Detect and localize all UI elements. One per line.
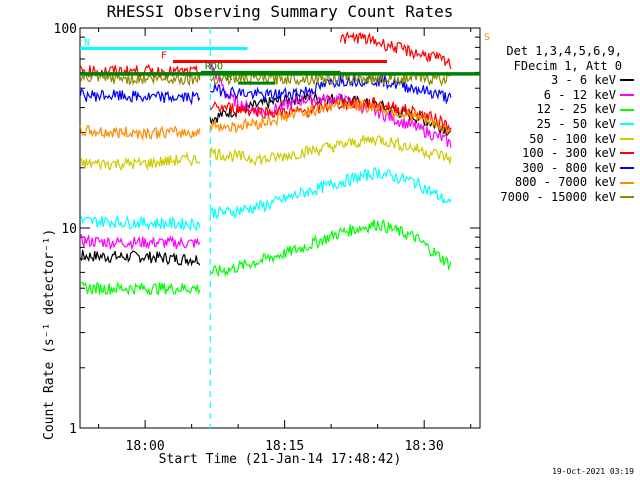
y-tick-label: 1 bbox=[69, 422, 77, 437]
legend-header-line-1: Det 1,3,4,5,6,9, bbox=[506, 44, 622, 58]
legend-swatch bbox=[620, 94, 634, 97]
legend-label: 300 - 800 keV bbox=[522, 160, 616, 175]
y-axis-title: Count Rate (s⁻¹ detector⁻¹) bbox=[42, 228, 57, 440]
tick-labels: 18:00 18:15 18:30 1 10 100 bbox=[54, 22, 444, 454]
legend-entries: 3 - 6 keV 6 - 12 keV 12 - 25 keV 25 - 50 ke… bbox=[484, 73, 634, 204]
legend-label: 7000 - 15000 keV bbox=[500, 189, 616, 204]
legend-swatch bbox=[620, 181, 634, 184]
x-tick-label: 18:30 bbox=[405, 439, 444, 454]
series-300-800-kev bbox=[79, 74, 452, 106]
series-segment bbox=[80, 151, 201, 172]
legend-label: 800 - 7000 keV bbox=[514, 175, 616, 190]
series-25-50-kev bbox=[79, 167, 452, 232]
series-segment bbox=[80, 280, 201, 296]
legend-swatch bbox=[620, 79, 634, 82]
legend-entry: 12 - 25 keV bbox=[484, 102, 634, 117]
series-800-7000-kev bbox=[79, 99, 452, 142]
series-segment bbox=[79, 214, 201, 232]
flag-label: S bbox=[484, 32, 490, 43]
series-segment bbox=[209, 99, 452, 135]
flag-label: N bbox=[84, 37, 90, 48]
x-tick-label: 18:15 bbox=[265, 439, 304, 454]
legend-swatch bbox=[620, 123, 634, 126]
legend-swatch bbox=[620, 108, 634, 111]
series-lines bbox=[79, 31, 452, 296]
legend-swatch bbox=[620, 137, 634, 140]
flag-label: RDO bbox=[205, 61, 223, 72]
y-axis-title-box: Count Rate (s⁻¹ detector⁻¹) bbox=[2, 120, 57, 440]
legend-header-line-2: FDecim 1, Att 0 bbox=[513, 58, 622, 73]
legend-entry: 50 - 100 keV bbox=[484, 132, 634, 147]
series-segment bbox=[209, 135, 452, 167]
legend-entry: 800 - 7000 keV bbox=[484, 175, 634, 190]
legend-entry: 6 - 12 keV bbox=[484, 88, 634, 103]
legend-swatch bbox=[620, 167, 634, 170]
y-tick-label: 10 bbox=[61, 222, 77, 237]
legend-swatch bbox=[620, 196, 634, 199]
series-segment bbox=[209, 167, 452, 221]
flag-label: R bbox=[226, 72, 233, 83]
series-segment bbox=[79, 249, 201, 267]
footer-timestamp: 19-Oct-2021 03:19 bbox=[552, 467, 634, 476]
series-12-25-kev bbox=[80, 218, 452, 296]
y-tick-label: 100 bbox=[54, 22, 77, 37]
series-segment bbox=[79, 88, 201, 106]
flag-label: F bbox=[161, 50, 167, 61]
legend-entry: 300 - 800 keV bbox=[484, 161, 634, 176]
series-segment bbox=[210, 218, 452, 278]
legend: Det 1,3,4,5,6,9, FDecim 1, Att 0 3 - 6 k… bbox=[484, 44, 634, 205]
legend-label: 3 - 6 keV bbox=[550, 73, 616, 88]
series-50-100-kev bbox=[80, 135, 452, 172]
legend-entry: 3 - 6 keV bbox=[484, 73, 634, 88]
plot-ticks bbox=[80, 28, 480, 429]
x-tick-label: 18:00 bbox=[126, 439, 165, 454]
legend-label: 100 - 300 keV bbox=[522, 146, 616, 161]
series-segment bbox=[80, 233, 201, 251]
chart-title: RHESSI Observing Summary Count Rates bbox=[106, 2, 454, 21]
x-axis-title: Start Time (21-Jan-14 17:48:42) bbox=[158, 452, 402, 467]
legend-label: 6 - 12 keV bbox=[543, 87, 616, 102]
plot-area bbox=[79, 27, 481, 429]
legend-entry: 100 - 300 keV bbox=[484, 146, 634, 161]
series-segment bbox=[210, 74, 452, 105]
series-segment bbox=[79, 125, 201, 142]
legend-swatch bbox=[620, 152, 634, 155]
legend-label: 25 - 50 keV bbox=[536, 116, 616, 131]
series-segment bbox=[339, 31, 452, 70]
legend-label: 12 - 25 keV bbox=[536, 102, 616, 117]
legend-label: 50 - 100 keV bbox=[529, 131, 616, 146]
legend-entry: 7000 - 15000 keV bbox=[484, 190, 634, 205]
legend-entry: 25 - 50 keV bbox=[484, 117, 634, 132]
